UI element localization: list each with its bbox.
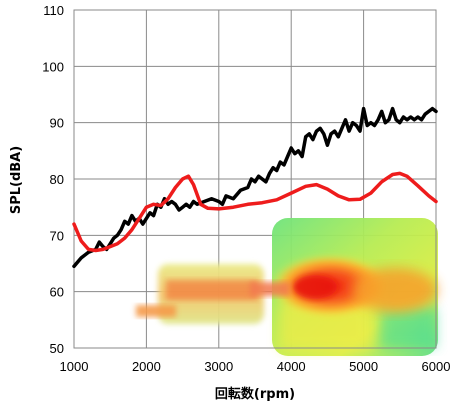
x-tick-label-1: 2000 <box>132 359 161 374</box>
y-axis-title: SPL(dBA) <box>9 146 24 214</box>
y-tick-labels: 50 60 70 80 90 100 110 <box>42 3 64 356</box>
x-tick-label-3: 4000 <box>277 359 306 374</box>
y-tick-label-2: 70 <box>50 228 64 243</box>
x-tick-label-2: 3000 <box>204 359 233 374</box>
fan-sound-intensity-map-icon <box>136 218 438 356</box>
x-axis-title: 回転数(rpm) <box>215 386 295 402</box>
y-tick-label-6: 110 <box>43 3 64 18</box>
plot-border <box>73 9 437 349</box>
y-tick-label-5: 100 <box>42 59 64 74</box>
x-tick-labels: 1000 2000 3000 4000 5000 6000 <box>60 359 451 374</box>
x-tick-label-4: 5000 <box>349 359 378 374</box>
y-tick-label-0: 50 <box>50 341 64 356</box>
x-tick-label-0: 1000 <box>60 359 89 374</box>
x-tick-label-5: 6000 <box>422 359 451 374</box>
series-line-1 <box>72 171 438 253</box>
series-group <box>72 106 438 269</box>
y-tick-label-1: 60 <box>50 285 64 300</box>
y-tick-label-3: 80 <box>50 172 64 187</box>
y-tick-label-4: 90 <box>50 116 64 131</box>
